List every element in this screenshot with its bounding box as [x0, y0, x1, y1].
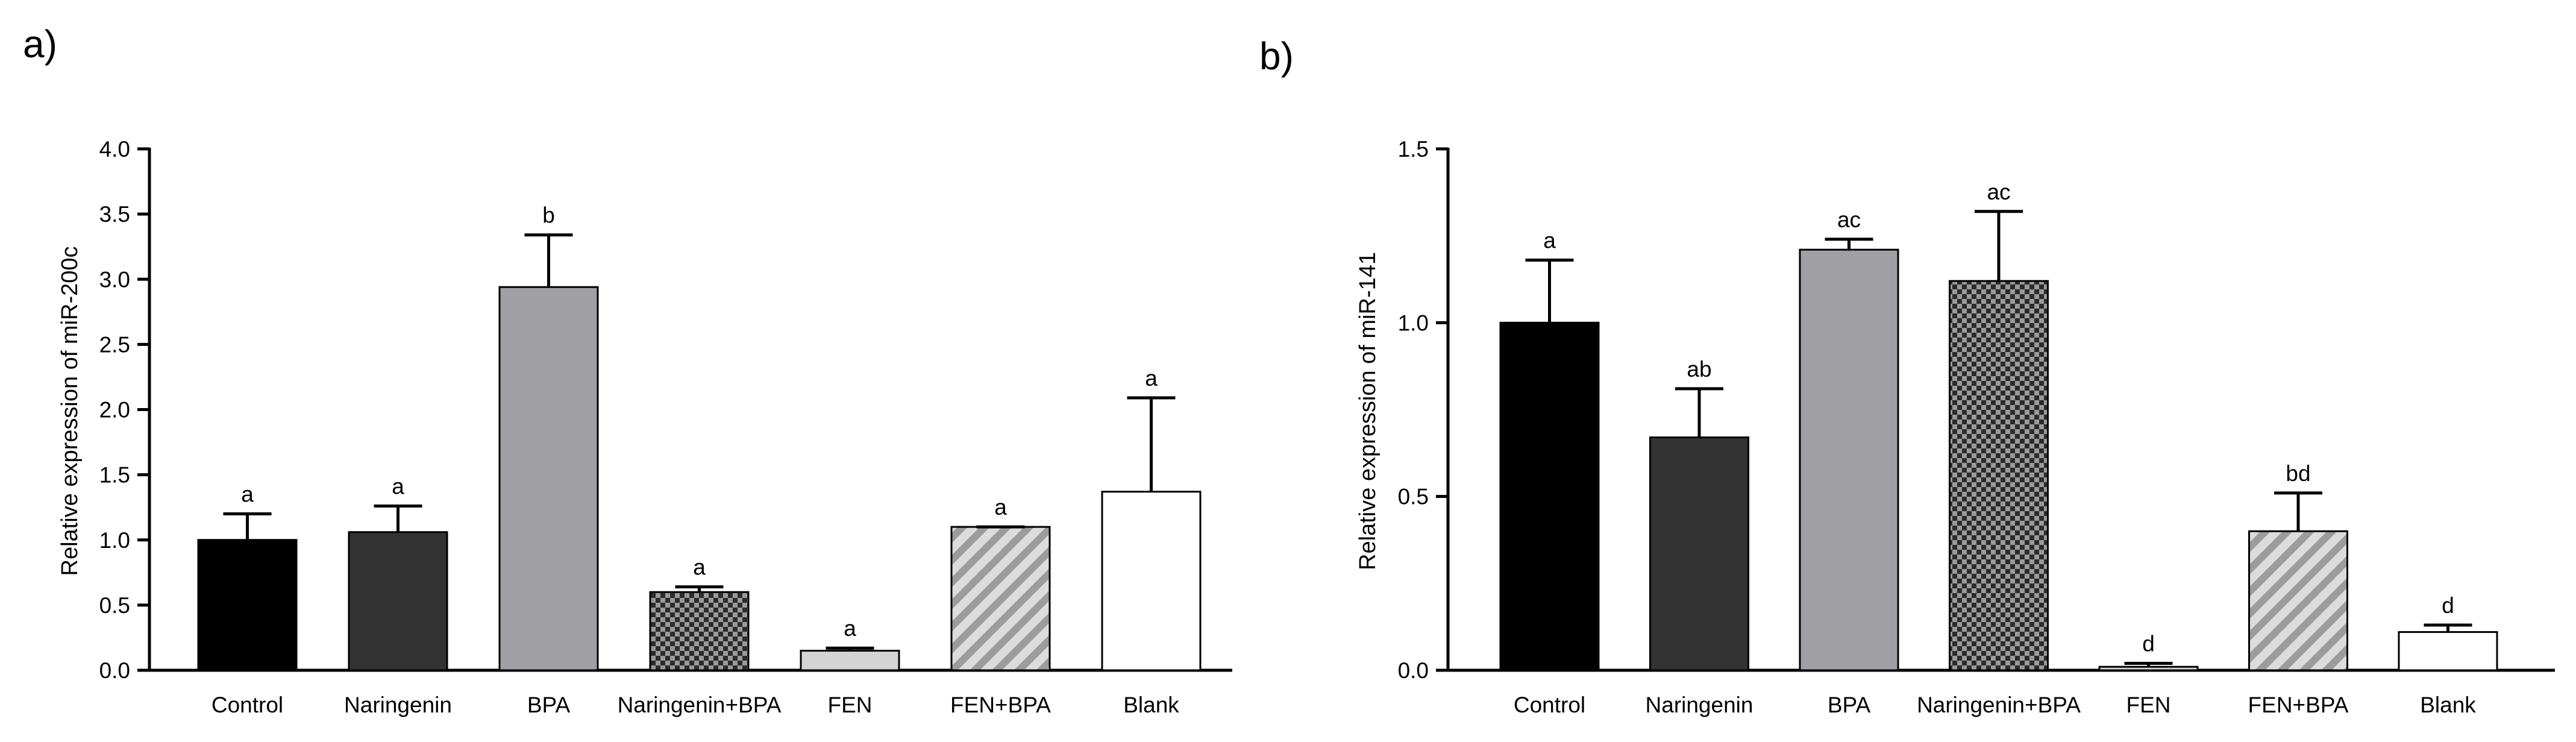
panel-b-category-label: FEN [2126, 693, 2171, 717]
panel-b-significance-label: a [1543, 228, 1556, 253]
panel-a-category-label: Naringenin+BPA [618, 693, 782, 717]
panel-b-category-label: Control [1514, 693, 1585, 717]
panel-b-y-axis-title: Relative expression of miR-141 [1355, 252, 1380, 570]
panel-a-category-label: FEN [828, 693, 873, 717]
panel-b-category-label: Blank [2420, 693, 2476, 717]
panel-a-y-tick-label: 2.5 [99, 332, 130, 357]
panel-b-significance-label: ab [1687, 357, 1711, 382]
panel-b-category-label: BPA [1828, 693, 1871, 717]
panel-a-y-tick-label: 3.0 [99, 267, 130, 292]
panel-a-bar-bpa [498, 286, 599, 671]
panel-a-significance-label: a [1145, 366, 1158, 391]
panel-a-y-tick-label: 4.0 [99, 137, 130, 162]
panel-b-significance-label: ac [1987, 180, 2010, 204]
panel-a-significance-label: a [241, 482, 254, 507]
panel-a-y-axis-title: Relative expression of miR-200c [57, 246, 83, 576]
panel-b-bar-fen-bpa [2248, 530, 2348, 671]
panel-b-bar-blank [2398, 631, 2498, 671]
panel-a-bar-naringenin-bpa [649, 591, 750, 671]
panel-a-y-tick-label: 3.5 [99, 202, 130, 227]
panel-a-bar-blank [1101, 491, 1202, 671]
panel-b-category-label: Naringenin+BPA [1917, 693, 2081, 717]
panel-b-significance-label: ac [1837, 207, 1861, 232]
panel-a-bar-fen [800, 650, 900, 671]
panel-a-y-tick-label: 0.5 [99, 593, 130, 618]
panel-b-category-label: Naringenin [1646, 693, 1753, 717]
panel-a-category-label: Naringenin [344, 693, 452, 717]
panel-b-significance-label: d [2142, 631, 2155, 656]
panel-a-bar-fen-bpa [950, 526, 1051, 671]
panel-b-bar-control [1499, 321, 1600, 671]
panel-b-label: b) [1259, 34, 1294, 78]
panel-a: a) Relative expression of miR-200c 0.00.… [23, 22, 1232, 717]
panel-a-y-tick-label: 1.5 [99, 463, 130, 488]
panel-a-category-label: Control [212, 693, 283, 717]
panel-a-category-label: BPA [527, 693, 571, 717]
panel-a-significance-label: a [844, 616, 856, 641]
panel-b-bar-bpa [1799, 248, 1899, 671]
panel-b: b) Relative expression of miR-141 0.0 0.5… [1259, 34, 2555, 717]
panel-b-significance-label: d [2442, 593, 2454, 618]
panel-a-bar-control [197, 539, 298, 671]
panel-b-y-tick-label: 0.5 [1398, 485, 1429, 509]
panel-b-y-tick-label: 1.0 [1398, 310, 1429, 335]
panel-b-category-label: FEN+BPA [2248, 693, 2349, 717]
panel-a-bar-naringenin [348, 531, 448, 671]
panel-a-label: a) [23, 22, 57, 66]
panel-b-y-tick-label: 0.0 [1398, 658, 1429, 683]
panel-a-plot: 0.0 0.5 1.0 1.5 2.0 2.5 3.0 3.5 4.0 a Control a Nari… [99, 137, 1232, 717]
panel-a-category-label: FEN+BPA [950, 693, 1051, 717]
panel-a-category-label: Blank [1123, 693, 1179, 717]
panel-a-y-tick-label: 0.0 [99, 658, 130, 683]
panel-b-plot: 0.0 0.5 1.0 1.5 a Control ab Naringenin ac BPA ac N… [1398, 137, 2555, 717]
panel-a-y-tick-label: 1.0 [99, 528, 130, 553]
panel-a-significance-label: a [994, 495, 1007, 520]
panel-a-significance-label: a [392, 474, 404, 499]
panel-b-bar-naringenin [1649, 436, 1749, 671]
panel-b-bar-naringenin-bpa [1949, 280, 2049, 671]
panel-a-y-tick-label: 2.0 [99, 398, 130, 423]
panel-a-significance-label: b [542, 203, 555, 228]
panel-a-significance-label: a [693, 555, 706, 580]
panel-b-bar-fen [2098, 665, 2199, 671]
panel-b-significance-label: bd [2286, 461, 2310, 486]
panel-b-y-tick-label: 1.5 [1398, 137, 1429, 162]
